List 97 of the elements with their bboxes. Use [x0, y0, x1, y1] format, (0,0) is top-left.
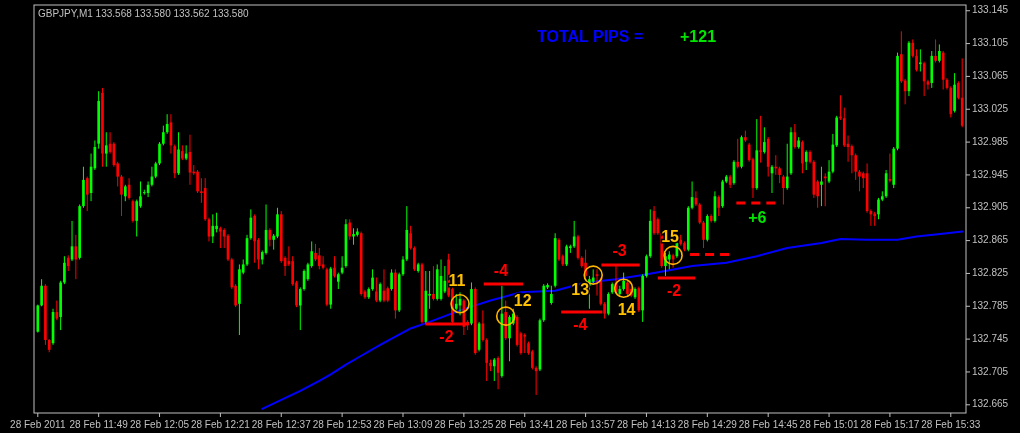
candlestick	[934, 38, 937, 63]
candlestick	[135, 199, 139, 237]
candlestick	[793, 123, 797, 150]
candlestick	[915, 48, 918, 72]
x-tick-label: 28 Feb 13:09	[373, 419, 433, 430]
x-tick-label: 28 Feb 13:57	[556, 419, 616, 430]
x-tick-label: 28 Feb 11:49	[69, 419, 129, 430]
candlestick	[276, 207, 279, 239]
annotation: GBPJPY,M1 133.568 133.580 133.562 133.580	[38, 8, 249, 19]
y-tick-label: 132.945	[972, 168, 1009, 180]
candlestick	[622, 272, 625, 292]
annotation: -2	[667, 282, 682, 300]
x-tick-label: 28 Feb 12:37	[251, 419, 312, 430]
candlestick	[938, 43, 941, 63]
candlestick	[919, 48, 922, 72]
x-tick-label: 28 Feb 15:17	[860, 419, 920, 430]
x-tick-label: 28 Feb 14:13	[616, 419, 677, 430]
y-tick-label: 133.025	[972, 102, 1009, 114]
y-tick-label: 133.145	[972, 4, 1009, 16]
candlestick	[196, 169, 199, 194]
candlestick	[702, 220, 705, 249]
candlestick	[705, 213, 709, 242]
candlestick	[717, 194, 721, 217]
candlestick	[550, 285, 553, 306]
y-tick-label: 133.105	[972, 37, 1009, 49]
y-tick-label: 132.985	[972, 135, 1009, 147]
candlestick	[432, 265, 435, 302]
candlestick	[763, 126, 766, 155]
candlestick	[104, 131, 108, 168]
y-tick-label: 132.905	[972, 201, 1009, 213]
candlestick	[55, 300, 59, 321]
x-tick-label: 28 Feb 14:29	[677, 419, 738, 430]
candlestick	[667, 250, 671, 270]
annotation: +6	[748, 209, 767, 227]
candlestick	[801, 139, 804, 174]
annotation: -4	[493, 262, 509, 280]
x-tick-label: 28 Feb 15:33	[921, 419, 981, 430]
candlestick	[877, 197, 880, 220]
y-tick-label: 133.065	[972, 70, 1009, 82]
candlestick	[911, 38, 915, 59]
candlestick	[390, 268, 393, 292]
annotation: -2	[439, 328, 454, 346]
candlestick	[120, 174, 123, 217]
candlestick	[645, 254, 648, 279]
x-tick-label: 28 Feb 15:01	[799, 419, 859, 430]
candlestick	[572, 220, 576, 249]
candlestick	[858, 169, 861, 192]
candlestick	[508, 314, 511, 362]
candlestick	[378, 281, 382, 303]
candlestick	[409, 225, 412, 251]
line-series	[261, 230, 964, 410]
y-tick-label: 132.785	[972, 299, 1009, 311]
candlestick	[177, 131, 180, 176]
candlestick	[782, 174, 785, 205]
y-tick-label: 132.865	[972, 234, 1009, 246]
annotation: 15	[661, 227, 680, 245]
x-tick-label: 28 Feb 13:25	[434, 419, 494, 430]
candlestick	[215, 212, 218, 233]
candlestick	[957, 80, 960, 100]
x-tick-label: 28 Feb 12:21	[190, 419, 251, 430]
candlestick	[888, 153, 892, 183]
annotation: -4	[573, 316, 588, 334]
candlestick	[375, 277, 378, 303]
candlestick	[333, 255, 336, 279]
candlestick	[736, 138, 740, 169]
x-tick-label: 28 Feb 12:05	[130, 419, 190, 430]
candlestick	[759, 115, 762, 164]
annotation: -3	[612, 242, 627, 260]
annotation: 12	[513, 292, 532, 310]
y-tick-label: 132.825	[972, 267, 1009, 279]
x-tick-label: 28 Feb 14:45	[738, 419, 799, 430]
candlestick	[219, 226, 222, 249]
y-tick-label: 132.705	[972, 365, 1009, 377]
y-tick-label: 132.665	[972, 398, 1009, 410]
candlestick	[804, 149, 808, 171]
annotation: 14	[617, 301, 636, 319]
candlestick	[820, 166, 823, 207]
candlestick	[565, 244, 568, 267]
candlestick	[211, 213, 215, 244]
candlestick	[40, 278, 43, 307]
candlestick	[63, 255, 66, 285]
candlestick	[85, 176, 89, 212]
y-tick-label: 132.745	[972, 332, 1009, 344]
candlestick	[371, 268, 374, 292]
candlestick	[523, 332, 527, 354]
x-tick-label: 28 Feb 2011	[10, 419, 66, 430]
x-tick-label: 28 Feb 12:53	[312, 419, 373, 430]
candlestick	[158, 141, 161, 166]
candlestick	[607, 291, 610, 316]
candlestick	[413, 245, 416, 272]
candlestick	[785, 143, 789, 191]
x-tick-label: 28 Feb 13:41	[495, 419, 555, 430]
annotation: TOTAL PIPS =	[537, 28, 644, 45]
annotation: 13	[571, 281, 590, 299]
annotation: +121	[680, 28, 717, 45]
candlestick	[317, 247, 321, 270]
candlestick	[348, 218, 352, 241]
